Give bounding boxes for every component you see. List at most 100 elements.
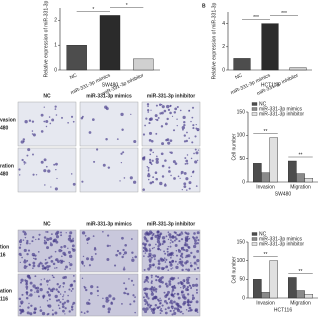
cell [151,247,154,250]
cell [176,292,180,296]
cell [31,133,34,135]
cell [119,180,121,182]
cell [52,262,56,266]
cell [188,306,192,310]
bar [99,15,121,71]
cell [148,260,152,263]
cell [54,250,57,253]
column-header: miR-331-3p mimics [86,221,132,227]
cell [183,296,187,300]
cell [32,153,34,156]
cell [174,236,177,239]
cell [112,297,116,301]
cell [163,109,167,113]
cell [43,278,46,280]
cell [58,249,62,253]
cell [147,169,150,171]
bar [304,178,313,183]
bar [261,172,270,183]
cell [58,291,60,294]
cell [155,177,158,181]
cell [46,290,50,294]
cell [131,251,134,254]
cell [171,285,174,289]
y-tick-label: 0 [54,67,57,73]
cell [168,260,171,263]
cell [186,276,188,279]
cell [28,295,30,297]
column-header: miR-331-3p inhibitor [147,221,195,227]
cell [109,244,111,247]
cell [156,298,159,301]
cell [62,309,65,313]
cell [25,282,28,285]
cell [87,237,91,241]
cell [197,149,200,151]
panel-label: B [202,3,206,9]
bar [233,58,251,71]
cell [106,244,110,248]
cell [155,157,159,162]
y-axis-label: Relative expression of miR-331-3p [211,2,217,79]
cell [190,175,192,177]
y-axis-label: Cell number [231,256,237,283]
cell [23,160,26,164]
cell [150,237,154,241]
cell [45,125,48,128]
cell [51,309,54,311]
cell [169,235,172,239]
cell [105,107,109,111]
cell [153,258,156,260]
legend-label: NC [259,231,267,237]
cell [46,246,50,250]
cell [61,255,63,258]
cell [176,105,179,109]
cell [27,306,30,309]
cell [152,233,155,236]
cell [182,115,186,119]
cell [171,291,173,293]
cell [46,279,49,283]
cell [174,244,178,247]
cell [34,257,37,261]
cell [53,163,56,166]
cell [187,309,190,312]
micrograph [17,101,77,147]
row-label: ation [0,288,12,294]
cell [157,245,160,248]
cell [88,299,91,301]
cell [145,276,149,280]
cell [145,249,149,253]
cell [116,138,119,141]
cell [179,254,183,258]
cell [186,300,190,304]
cell [102,230,104,233]
cell [180,231,183,234]
cell [173,300,176,304]
cell [175,237,178,241]
cell [153,246,155,249]
cell [191,283,196,287]
cell [61,116,63,119]
cell [159,277,163,281]
significance-label: ** [299,152,303,158]
cell [187,268,191,272]
cell [165,302,169,305]
cell [57,304,60,307]
cell [185,248,189,253]
cell [154,304,158,307]
cell [157,259,161,263]
y-tick-label: 50 [239,277,245,283]
row-label: 16 [0,252,6,258]
cell [192,255,196,259]
cell [168,170,171,173]
cell [187,276,190,279]
cell [164,252,167,255]
cell [144,292,146,295]
cell [183,123,186,127]
cell [32,257,35,260]
cell [26,239,29,243]
cell [196,231,200,235]
y-tick-label: 1 [54,43,57,49]
cell [186,278,190,282]
